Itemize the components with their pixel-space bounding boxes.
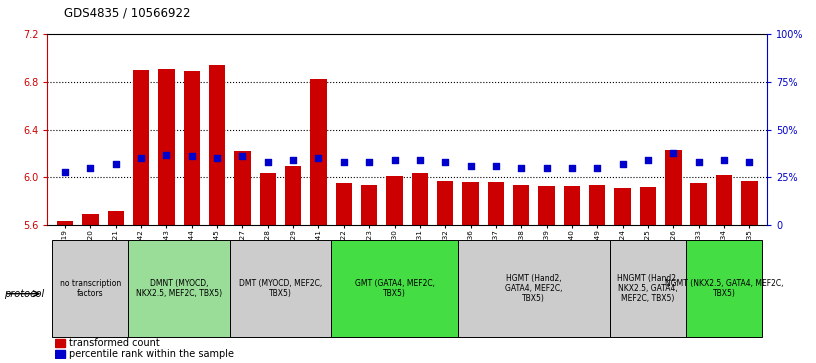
Bar xyxy=(488,182,504,225)
Point xyxy=(59,169,72,175)
Point xyxy=(490,163,503,169)
Bar xyxy=(589,184,605,225)
Text: DMT (MYOCD, MEF2C,
TBX5): DMT (MYOCD, MEF2C, TBX5) xyxy=(239,279,322,298)
Bar xyxy=(133,70,149,225)
Point xyxy=(667,150,680,155)
Point xyxy=(109,161,122,167)
Bar xyxy=(640,187,656,225)
Point xyxy=(160,152,173,158)
Text: HGMT (Hand2,
GATA4, MEF2C,
TBX5): HGMT (Hand2, GATA4, MEF2C, TBX5) xyxy=(505,274,563,303)
Bar xyxy=(513,184,530,225)
Bar xyxy=(55,350,65,358)
Bar xyxy=(259,173,276,225)
Point xyxy=(464,163,477,169)
Point xyxy=(211,155,224,161)
Bar xyxy=(209,65,225,225)
Point xyxy=(312,155,325,161)
Point xyxy=(286,158,299,163)
Text: protocol: protocol xyxy=(4,289,44,299)
Bar xyxy=(361,184,378,225)
Point xyxy=(261,159,274,165)
Point xyxy=(692,159,705,165)
Bar xyxy=(741,181,757,225)
Text: percentile rank within the sample: percentile rank within the sample xyxy=(69,349,234,359)
Bar xyxy=(437,181,454,225)
Bar xyxy=(665,150,681,225)
Point xyxy=(565,165,579,171)
Bar xyxy=(82,214,99,225)
Bar xyxy=(463,182,479,225)
FancyBboxPatch shape xyxy=(610,240,686,337)
Text: DMNT (MYOCD,
NKX2.5, MEF2C, TBX5): DMNT (MYOCD, NKX2.5, MEF2C, TBX5) xyxy=(136,279,222,298)
FancyBboxPatch shape xyxy=(128,240,230,337)
Point xyxy=(743,159,756,165)
Bar xyxy=(690,183,707,225)
Text: NGMT (NKX2.5, GATA4, MEF2C,
TBX5): NGMT (NKX2.5, GATA4, MEF2C, TBX5) xyxy=(665,279,783,298)
Bar xyxy=(310,78,326,225)
Bar xyxy=(335,183,352,225)
Point xyxy=(591,165,604,171)
Point xyxy=(540,165,553,171)
Bar xyxy=(158,69,175,225)
FancyBboxPatch shape xyxy=(52,240,128,337)
Bar xyxy=(57,221,73,225)
Point xyxy=(84,165,97,171)
Point xyxy=(641,158,654,163)
Point xyxy=(388,158,401,163)
Point xyxy=(616,161,629,167)
Text: transformed count: transformed count xyxy=(69,338,160,348)
Text: HNGMT (Hand2,
NKX2.5, GATA4,
MEF2C, TBX5): HNGMT (Hand2, NKX2.5, GATA4, MEF2C, TBX5… xyxy=(617,274,679,303)
Bar xyxy=(55,339,65,347)
Bar xyxy=(184,72,200,225)
Point xyxy=(717,158,730,163)
Point xyxy=(135,155,148,161)
Point xyxy=(414,158,427,163)
Point xyxy=(337,159,350,165)
Bar xyxy=(539,186,555,225)
Point xyxy=(362,159,375,165)
FancyBboxPatch shape xyxy=(686,240,762,337)
Text: no transcription
factors: no transcription factors xyxy=(60,279,121,298)
Bar xyxy=(614,188,631,225)
Bar xyxy=(108,211,124,225)
Bar xyxy=(564,186,580,225)
Text: GDS4835 / 10566922: GDS4835 / 10566922 xyxy=(64,7,190,20)
Bar xyxy=(234,151,251,225)
Point xyxy=(185,154,198,159)
Bar xyxy=(716,175,732,225)
Bar xyxy=(386,176,403,225)
FancyBboxPatch shape xyxy=(458,240,610,337)
Text: GMT (GATA4, MEF2C,
TBX5): GMT (GATA4, MEF2C, TBX5) xyxy=(354,279,434,298)
Point xyxy=(236,154,249,159)
Bar xyxy=(411,173,428,225)
FancyBboxPatch shape xyxy=(331,240,458,337)
Point xyxy=(515,165,528,171)
Point xyxy=(439,159,452,165)
Bar xyxy=(285,166,301,225)
FancyBboxPatch shape xyxy=(230,240,331,337)
